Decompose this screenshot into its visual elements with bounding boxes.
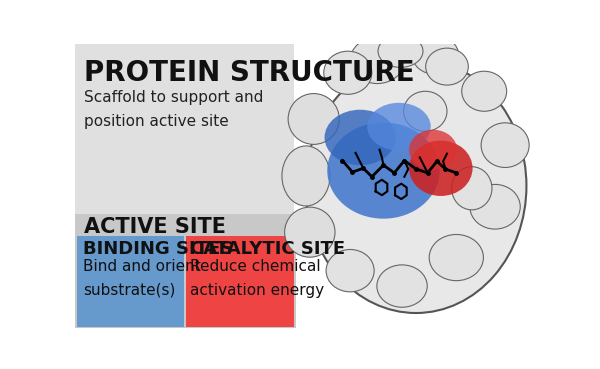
Bar [186, 236, 295, 327]
Text: Scaffold to support and
position active site: Scaffold to support and position active … [84, 90, 263, 129]
Ellipse shape [377, 265, 427, 307]
Ellipse shape [305, 59, 526, 313]
Ellipse shape [378, 35, 423, 68]
Ellipse shape [452, 167, 492, 210]
Text: Bind and orient
substrate(s): Bind and orient substrate(s) [83, 259, 200, 297]
Ellipse shape [282, 146, 330, 206]
Bar [295, 44, 540, 328]
Ellipse shape [288, 94, 339, 144]
Ellipse shape [350, 37, 404, 83]
Text: Reduce chemical
activation energy: Reduce chemical activation energy [190, 259, 324, 297]
Ellipse shape [324, 51, 372, 94]
Text: CATALYTIC SITE: CATALYTIC SITE [190, 240, 345, 258]
Ellipse shape [409, 130, 457, 170]
Text: ACTIVE SITE: ACTIVE SITE [84, 217, 226, 237]
Ellipse shape [327, 123, 440, 219]
Text: PROTEIN STRUCTURE: PROTEIN STRUCTURE [84, 59, 415, 87]
Ellipse shape [425, 48, 469, 85]
Ellipse shape [481, 123, 529, 168]
Ellipse shape [404, 91, 447, 131]
Ellipse shape [412, 36, 458, 74]
Bar [77, 236, 184, 327]
Ellipse shape [462, 71, 506, 111]
Ellipse shape [429, 234, 484, 281]
Ellipse shape [284, 207, 335, 257]
Bar [75, 214, 296, 328]
Ellipse shape [326, 249, 374, 292]
Text: BINDING SITES: BINDING SITES [83, 240, 233, 258]
Bar [75, 44, 296, 328]
Ellipse shape [470, 184, 520, 229]
Ellipse shape [367, 103, 431, 151]
Ellipse shape [325, 110, 396, 165]
Ellipse shape [409, 141, 473, 196]
